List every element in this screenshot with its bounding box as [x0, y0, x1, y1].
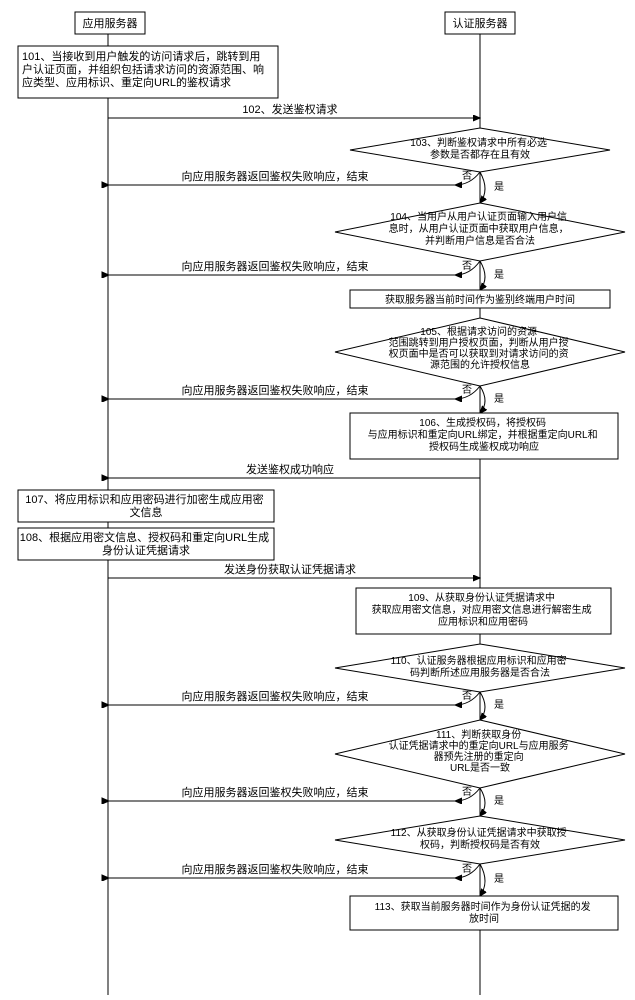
fail-103-label: 向应用服务器返回鉴权失败响应，结束 [182, 169, 369, 183]
fail-112-label: 向应用服务器返回鉴权失败响应，结束 [182, 862, 369, 876]
step-104-yes-label: 是 [494, 269, 504, 281]
step-103-yes-label: 是 [494, 181, 504, 193]
send-id-label: 发送身份获取认证凭据请求 [224, 562, 356, 576]
send-success-label: 发送鉴权成功响应 [246, 462, 334, 476]
step-105-yes-path [480, 386, 485, 413]
header-app-server-label: 应用服务器 [83, 16, 138, 30]
fail-111-label: 向应用服务器返回鉴权失败响应，结束 [182, 785, 369, 799]
step-110-no-label: 否 [462, 690, 472, 702]
fail-104-label: 向应用服务器返回鉴权失败响应，结束 [182, 259, 369, 273]
step-101-text: 101、当接收到用户触发的访问请求后，跳转到用 户认证页面，并组织包括请求访问的… [22, 49, 267, 89]
step-105-yes-label: 是 [494, 393, 504, 405]
fail-105-label: 向应用服务器返回鉴权失败响应，结束 [182, 383, 369, 397]
step-110-yes-path [480, 692, 485, 720]
step-111-yes-path [480, 788, 485, 816]
step-112-no-label: 否 [462, 863, 472, 875]
step-110-yes-label: 是 [494, 699, 504, 711]
step-103-no-label: 否 [462, 170, 472, 182]
step-104-yes-path [480, 261, 485, 290]
step-112-yes-label: 是 [494, 873, 504, 885]
step-103-yes-path [480, 172, 485, 203]
step-110-text: 110、认证服务器根据应用标识和应用密 码判断所述应用服务器是否合法 [391, 654, 570, 679]
arrow-102-label: 102、发送鉴权请求 [242, 102, 337, 116]
step-105-no-label: 否 [462, 384, 472, 396]
fail-110-label: 向应用服务器返回鉴权失败响应，结束 [182, 689, 369, 703]
get-time1-text: 获取服务器当前时间作为鉴别终端用户时间 [385, 293, 575, 306]
step-111-no-label: 否 [462, 786, 472, 798]
step-111-yes-label: 是 [494, 795, 504, 807]
header-auth-server-label: 认证服务器 [453, 17, 508, 30]
step-104-no-label: 否 [462, 260, 472, 272]
step-112-yes-path [480, 864, 485, 896]
step-103-text: 103、判断鉴权请求中所有必选 参数是否都存在且有效 [410, 136, 549, 161]
